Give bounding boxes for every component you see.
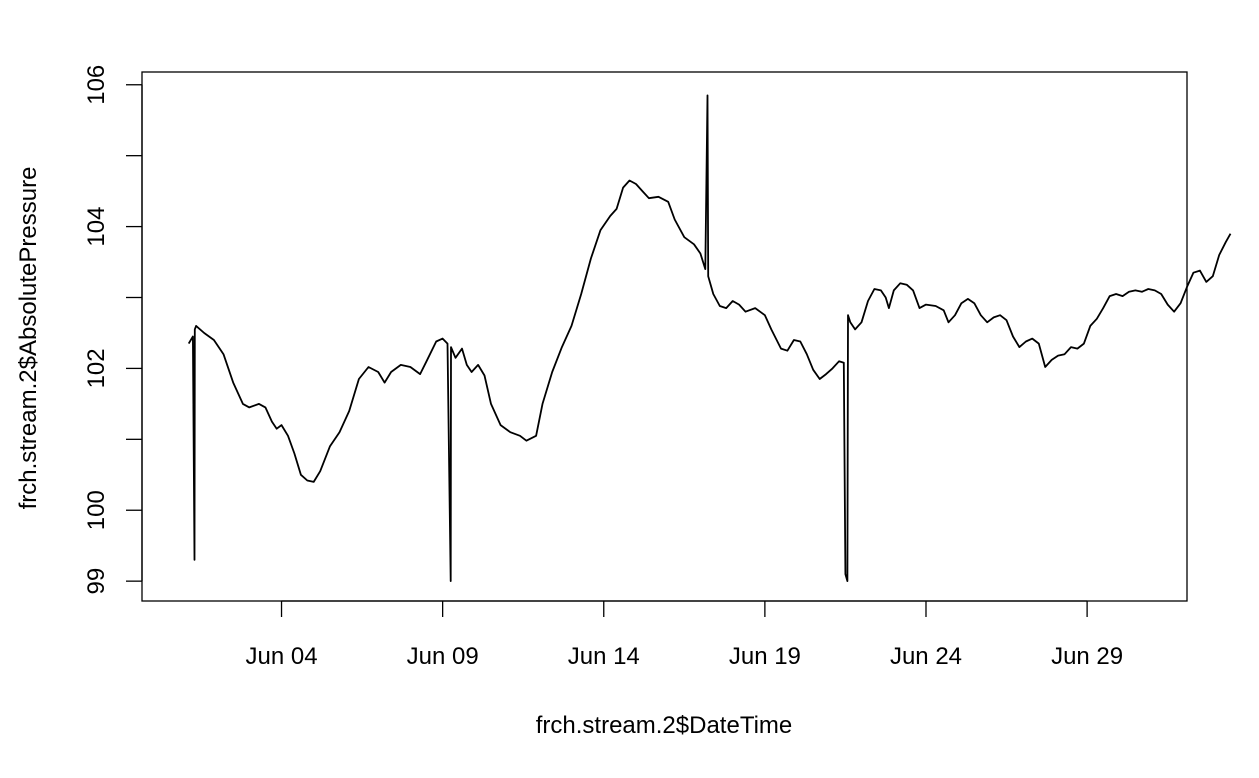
y-tick-label: 102 xyxy=(83,348,110,388)
plot-frame xyxy=(141,71,1188,602)
y-axis: 99 100 102 104 106 xyxy=(83,65,143,595)
y-axis-label: frch.stream.2$AbsolutePressure xyxy=(15,167,42,510)
series-line xyxy=(187,94,1232,582)
y-tick-label: 99 xyxy=(83,568,110,595)
x-axis: Jun 04 Jun 09 Jun 14 Jun 19 Jun 24 Jun 29 xyxy=(245,600,1123,670)
series-layer xyxy=(187,94,1232,582)
x-tick-label: Jun 09 xyxy=(407,643,479,670)
x-tick-label: Jun 04 xyxy=(245,643,317,670)
y-tick-label: 106 xyxy=(83,65,110,105)
y-tick-label: 104 xyxy=(83,207,110,247)
y-tick-label: 100 xyxy=(83,490,110,530)
x-tick-label: Jun 24 xyxy=(890,643,962,670)
x-axis-label: frch.stream.2$DateTime xyxy=(536,712,793,739)
x-tick-label: Jun 14 xyxy=(568,643,640,670)
x-tick-label: Jun 29 xyxy=(1051,643,1123,670)
x-tick-label: Jun 19 xyxy=(729,643,801,670)
